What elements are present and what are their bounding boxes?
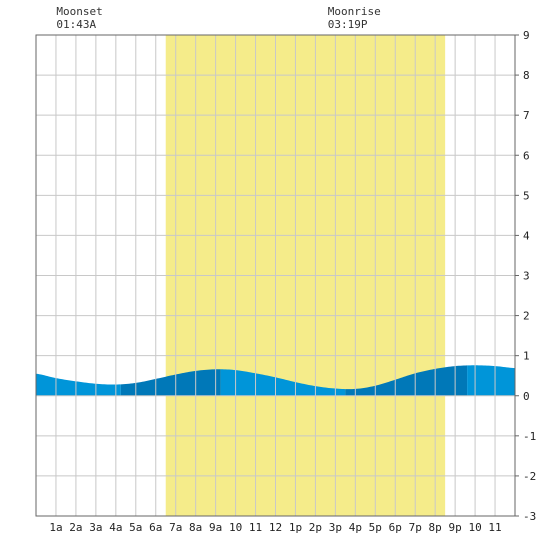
ytick-label--1: -1: [523, 430, 536, 443]
xtick-label-19: 7p: [409, 521, 422, 534]
ytick-label--2: -2: [523, 470, 536, 483]
xtick-label-6: 6a: [149, 521, 162, 534]
ytick-label-0: 0: [523, 390, 530, 403]
ytick-label-6: 6: [523, 149, 530, 162]
xtick-label-23: 11: [488, 521, 501, 534]
moonset-label: Moonset: [56, 5, 102, 18]
xtick-label-1: 1a: [49, 521, 62, 534]
xtick-label-2: 2a: [69, 521, 82, 534]
tide-band-5: [467, 365, 515, 396]
xtick-label-9: 9a: [209, 521, 222, 534]
xtick-label-10: 10: [229, 521, 242, 534]
xtick-label-8: 8a: [189, 521, 202, 534]
xtick-label-12: 12: [269, 521, 282, 534]
ytick-label-3: 3: [523, 270, 530, 283]
xtick-label-13: 1p: [289, 521, 302, 534]
xtick-label-21: 9p: [449, 521, 462, 534]
xtick-label-11: 11: [249, 521, 262, 534]
xtick-label-20: 8p: [429, 521, 442, 534]
moonrise-time: 03:19P: [328, 18, 368, 31]
tide-band-3: [220, 369, 346, 396]
xtick-label-16: 4p: [349, 521, 362, 534]
tide-band-1: [36, 373, 121, 396]
ytick-label-9: 9: [523, 29, 530, 42]
xtick-label-4: 4a: [109, 521, 122, 534]
xtick-label-7: 7a: [169, 521, 182, 534]
ytick-label-7: 7: [523, 109, 530, 122]
moonrise-label: Moonrise: [328, 5, 381, 18]
ytick-label-1: 1: [523, 350, 530, 363]
ytick-label--3: -3: [523, 510, 536, 523]
ytick-label-5: 5: [523, 189, 530, 202]
moonset-time: 01:43A: [56, 18, 96, 31]
xtick-label-5: 5a: [129, 521, 142, 534]
ytick-label-8: 8: [523, 69, 530, 82]
moon-events: Moonset 01:43A Moonrise 03:19P: [56, 5, 380, 31]
xtick-label-22: 10: [468, 521, 481, 534]
xtick-label-17: 5p: [369, 521, 382, 534]
xtick-label-14: 2p: [309, 521, 322, 534]
ytick-label-2: 2: [523, 310, 530, 323]
ytick-label-4: 4: [523, 229, 530, 242]
xtick-label-15: 3p: [329, 521, 342, 534]
xtick-label-18: 6p: [389, 521, 402, 534]
xtick-label-3: 3a: [89, 521, 102, 534]
